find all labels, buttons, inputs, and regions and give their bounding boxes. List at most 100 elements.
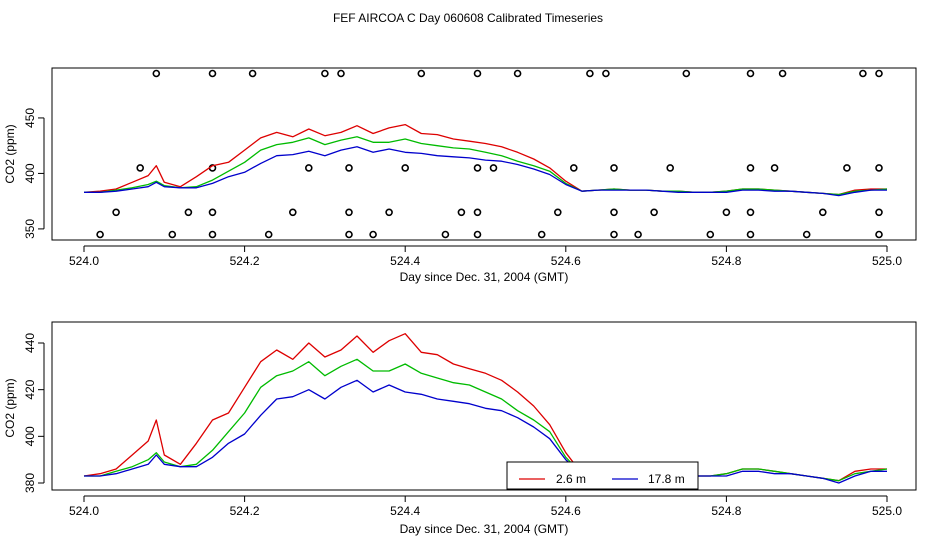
marker-point — [473, 164, 482, 172]
marker-point — [682, 69, 691, 78]
marker-point — [746, 208, 755, 217]
axes-bottom: 524.0 524.2 524.4 524.6 524.8 525.0 380 400 420 4… — [23, 333, 902, 518]
marker-point — [264, 230, 273, 239]
marker-point — [112, 208, 120, 217]
marker-point — [553, 208, 562, 217]
x-tick-label: 524.6 — [551, 504, 581, 518]
marker-point — [875, 69, 883, 78]
marker-point — [208, 208, 217, 217]
x-tick-label: 524.0 — [69, 504, 99, 518]
series-line-green — [84, 358, 888, 482]
legend-label-17-8m: 17.8 m — [648, 472, 685, 486]
x-axis-label-bottom: Day since Dec. 31, 2004 (GMT) — [400, 522, 569, 536]
marker-point — [722, 208, 731, 217]
legend-label-2-6m: 2.6 m — [556, 472, 586, 486]
y-tick-label: 400 — [23, 163, 37, 183]
marker-point — [473, 230, 482, 239]
series-line-17-8-m — [84, 146, 887, 197]
marker-point — [345, 164, 353, 172]
x-tick-label: 524.6 — [551, 254, 581, 268]
marker-point — [778, 69, 787, 78]
marker-point — [706, 230, 715, 239]
y-tick-label: 420 — [23, 379, 37, 399]
x-tick-label: 524.8 — [711, 254, 741, 268]
marker-point — [650, 208, 658, 217]
marker-point — [288, 208, 297, 217]
legend: 2.6 m 17.8 m — [506, 461, 699, 490]
marker-point — [875, 208, 883, 217]
marker-point — [184, 208, 193, 217]
figure-title: FEF AIRCOA C Day 060608 Calibrated Times… — [333, 11, 603, 25]
x-tick-label: 524.2 — [230, 504, 260, 518]
series-line-17-8-m — [84, 379, 887, 484]
series-layer-bottom — [83, 333, 888, 484]
marker-point — [770, 164, 779, 172]
marker-point — [473, 69, 482, 78]
marker-point — [385, 208, 393, 217]
marker-point — [369, 230, 377, 239]
y-axis-label-bottom: CO2 (ppm) — [3, 378, 17, 437]
x-tick-label: 524.4 — [390, 504, 420, 518]
series-line-green — [84, 136, 888, 196]
marker-point — [489, 164, 498, 172]
y-tick-label: 350 — [23, 219, 37, 239]
marker-point — [802, 230, 811, 239]
marker-point — [843, 164, 851, 172]
marker-point — [610, 164, 618, 172]
marker-point — [746, 230, 755, 239]
marker-point — [569, 164, 578, 172]
x-tick-label: 525.0 — [872, 254, 902, 268]
plot-frame-bottom — [51, 321, 917, 491]
plot-frame-top — [51, 67, 917, 241]
marker-point — [96, 230, 104, 239]
x-axis-label-top: Day since Dec. 31, 2004 (GMT) — [400, 270, 569, 284]
marker-point — [152, 69, 161, 78]
x-tick-label: 524.0 — [69, 254, 99, 268]
marker-point — [610, 208, 618, 217]
marker-layer-top — [96, 69, 883, 239]
y-axis-label-top: CO2 (ppm) — [3, 124, 17, 183]
marker-point — [746, 69, 755, 78]
marker-point — [417, 69, 426, 78]
series-layer-top — [83, 123, 888, 197]
marker-point — [666, 164, 675, 172]
marker-point — [875, 230, 883, 239]
marker-point — [321, 69, 329, 78]
x-tick-label: 524.8 — [711, 504, 741, 518]
marker-point — [168, 230, 177, 239]
panel-bottom: 524.0 524.2 524.4 524.6 524.8 525.0 380 400 420 4… — [3, 321, 917, 536]
y-tick-label: 450 — [23, 108, 37, 128]
marker-point — [457, 208, 466, 217]
marker-point — [345, 208, 353, 217]
legend-box — [506, 461, 699, 490]
marker-point — [136, 164, 144, 172]
x-tick-label: 525.0 — [872, 504, 902, 518]
marker-point — [586, 69, 594, 78]
marker-point — [441, 230, 450, 239]
marker-point — [304, 164, 313, 172]
marker-point — [345, 230, 353, 239]
y-tick-label: 440 — [23, 333, 37, 353]
marker-point — [537, 230, 546, 239]
marker-point — [513, 69, 522, 78]
marker-point — [473, 208, 482, 217]
y-tick-label: 400 — [23, 426, 37, 446]
x-tick-label: 524.4 — [390, 254, 420, 268]
panel-top: 524.0 524.2 524.4 524.6 524.8 525.0350400450 … — [3, 67, 917, 284]
marker-point — [875, 164, 883, 172]
marker-point — [248, 69, 257, 78]
marker-point — [208, 230, 217, 239]
marker-point — [208, 69, 217, 78]
marker-point — [337, 69, 345, 78]
marker-point — [818, 208, 827, 217]
series-line-2-6-m — [83, 333, 887, 482]
marker-point — [610, 230, 618, 239]
axes-top: 524.0 524.2 524.4 524.6 524.8 525.0 350 400 450 — [23, 108, 902, 268]
marker-point — [634, 230, 642, 239]
marker-point — [401, 164, 410, 172]
marker-point — [859, 69, 867, 78]
marker-point — [746, 164, 755, 172]
marker-point — [602, 69, 610, 78]
y-tick-label: 380 — [23, 473, 37, 493]
